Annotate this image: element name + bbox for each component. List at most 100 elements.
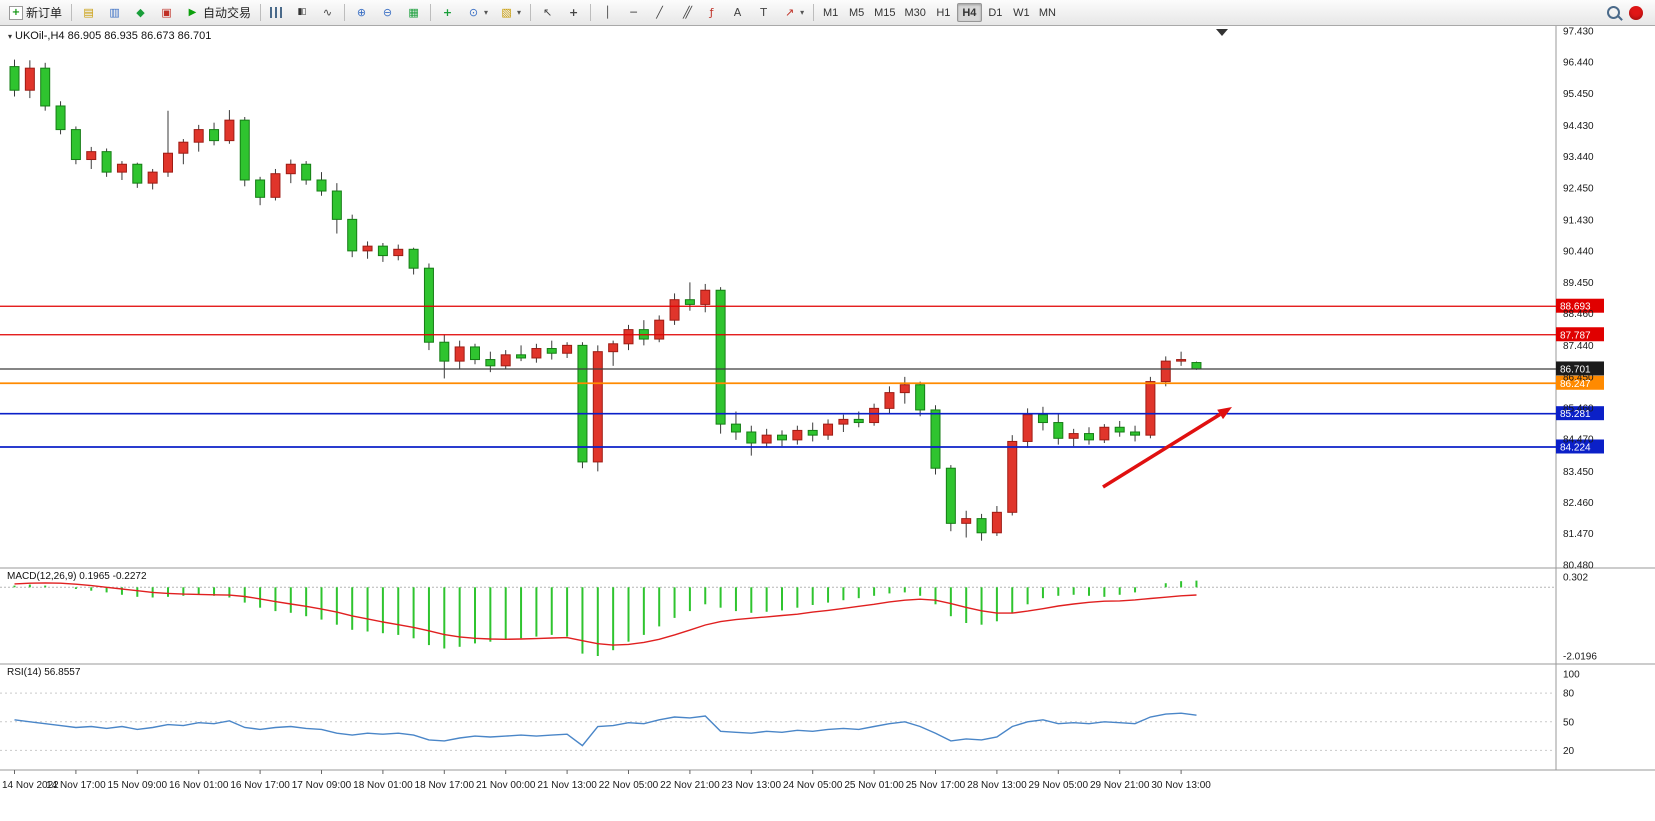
macd-layer — [0, 580, 1556, 656]
strategy-tester-button[interactable]: ▣ — [154, 2, 179, 23]
candle-body — [393, 248, 404, 257]
candle-body — [163, 152, 173, 173]
axis-label: 90.440 — [1563, 247, 1594, 258]
toolbar-separator — [430, 4, 432, 21]
candle-body — [470, 346, 480, 361]
axis-label: 93.440 — [1563, 152, 1594, 163]
timeframe-m5-button[interactable]: M5 — [844, 3, 869, 22]
periods-icon: ⊙ — [468, 6, 479, 19]
auto-trading-label: 自动交易 — [203, 6, 252, 20]
axis-label: 96.440 — [1563, 58, 1594, 69]
candle-body — [838, 418, 849, 425]
auto-trading-button[interactable]: ▶ 自动交易 — [180, 2, 256, 23]
rsi-layer — [0, 692, 1556, 751]
notification-icon[interactable] — [1629, 5, 1643, 20]
navigator-button[interactable]: ◆ — [128, 2, 153, 23]
candle-body — [884, 392, 895, 409]
candle-body — [1007, 440, 1018, 513]
candle-body — [669, 299, 680, 321]
text-button[interactable]: A — [725, 2, 750, 23]
timeframe-d1-button[interactable]: D1 — [983, 3, 1008, 22]
new-order-button[interactable]: + 新订单 — [4, 2, 67, 23]
axis-label: 18 Nov 01:00 — [353, 780, 413, 791]
macd-signal-line — [14, 582, 1197, 646]
timeframe-h4-button[interactable]: H4 — [956, 3, 982, 22]
candle-body — [915, 384, 926, 411]
candle-body — [9, 66, 20, 91]
timeframe-m1-button[interactable]: M1 — [818, 3, 843, 22]
trend-arrow-annotation[interactable] — [1102, 407, 1232, 489]
chart-canvas[interactable]: 97.430 96.440 95.450 94.430 93.440 92.450 91.4… — [0, 26, 1655, 821]
line-chart-button[interactable]: ∿ — [315, 2, 340, 23]
arr-shaft[interactable] — [1102, 412, 1222, 489]
candle-body — [1176, 359, 1187, 362]
toolbar-separator — [590, 4, 592, 21]
axis-label: 80 — [1563, 689, 1575, 700]
candle-body — [577, 344, 588, 463]
label-button[interactable]: T — [751, 2, 776, 23]
bar-chart-button[interactable] — [265, 2, 288, 23]
new-order-icon: + — [9, 5, 23, 20]
cursor-button[interactable]: ↖ — [535, 2, 560, 23]
arrows-icon: ↗ — [784, 6, 795, 19]
symbol-dropdown-icon[interactable]: ▾ — [8, 32, 13, 41]
market-watch-button[interactable]: ▤ — [76, 2, 101, 23]
arr-head[interactable] — [1217, 407, 1232, 420]
axis-label: 22 Nov 21:00 — [660, 780, 720, 791]
search-icon[interactable] — [1607, 6, 1620, 19]
arrows-button[interactable]: ↗ ▾ — [777, 2, 809, 23]
candle-body — [86, 151, 97, 161]
toolbar-right-group — [1607, 5, 1651, 20]
candles-layer — [9, 59, 1202, 541]
candle-body — [224, 119, 235, 142]
horizontal-line-button[interactable]: ─ — [621, 2, 646, 23]
axis-label: 29 Nov 05:00 — [1029, 780, 1089, 791]
vertical-line-button[interactable]: │ — [595, 2, 620, 23]
fibonacci-button[interactable]: ƒ — [699, 2, 724, 23]
grid-icon: ▦ — [408, 6, 419, 19]
line-chart-icon: ∿ — [322, 6, 333, 19]
candle-body — [1114, 426, 1125, 433]
rsi-indicator-label: RSI(14) 56.8557 — [7, 667, 81, 678]
axis-label: 24 Nov 05:00 — [783, 780, 843, 791]
candle-body — [1145, 381, 1156, 436]
crosshair-button[interactable]: + — [561, 2, 586, 23]
candle-body — [301, 163, 312, 181]
toolbar-separator — [813, 4, 815, 21]
data-window-button[interactable]: ▥ — [102, 2, 127, 23]
axis-label: 100 — [1563, 670, 1580, 681]
price-label-box — [1556, 406, 1604, 421]
cursor-icon: ↖ — [542, 6, 553, 19]
zoom-in-button[interactable]: ⊕ — [349, 2, 374, 23]
candle-body — [347, 218, 358, 252]
axis-label: 91.430 — [1563, 216, 1594, 227]
grid-button[interactable]: ▦ — [401, 2, 426, 23]
axis-label: 86.247 — [1560, 379, 1591, 390]
data-window-icon: ▥ — [109, 6, 120, 19]
axis-label: 15 Nov 09:00 — [108, 780, 168, 791]
timeframe-m15-button[interactable]: M15 — [870, 3, 899, 22]
candle-body — [746, 431, 757, 444]
periods-button[interactable]: ⊙ ▾ — [461, 2, 493, 23]
candle-body — [439, 341, 450, 362]
indicators-button[interactable]: + — [435, 2, 460, 23]
timeframe-h1-button[interactable]: H1 — [931, 3, 956, 22]
axis-label: 25 Nov 01:00 — [844, 780, 904, 791]
trendline-button[interactable]: ╱ — [647, 2, 672, 23]
timeframe-mn-button[interactable]: MN — [1035, 3, 1060, 22]
candlestick-chart-button[interactable]: ▮▯ — [289, 2, 314, 23]
channel-button[interactable]: ╱╱ — [673, 2, 698, 23]
toolbar-separator — [344, 4, 346, 21]
trendline-icon: ╱ — [656, 6, 663, 19]
templates-button[interactable]: ▧ ▾ — [494, 2, 526, 23]
zoom-out-button[interactable]: ⊖ — [375, 2, 400, 23]
candle-body — [454, 346, 465, 362]
axis-label: 28 Nov 13:00 — [967, 780, 1027, 791]
candle-body — [116, 163, 127, 173]
axis-label: 20 — [1563, 746, 1575, 757]
candle-body — [1037, 414, 1048, 424]
timeframe-m30-button[interactable]: M30 — [900, 3, 929, 22]
fibonacci-icon: ƒ — [709, 6, 714, 19]
timeframe-w1-button[interactable]: W1 — [1009, 3, 1034, 22]
price-label-box — [1556, 327, 1604, 342]
